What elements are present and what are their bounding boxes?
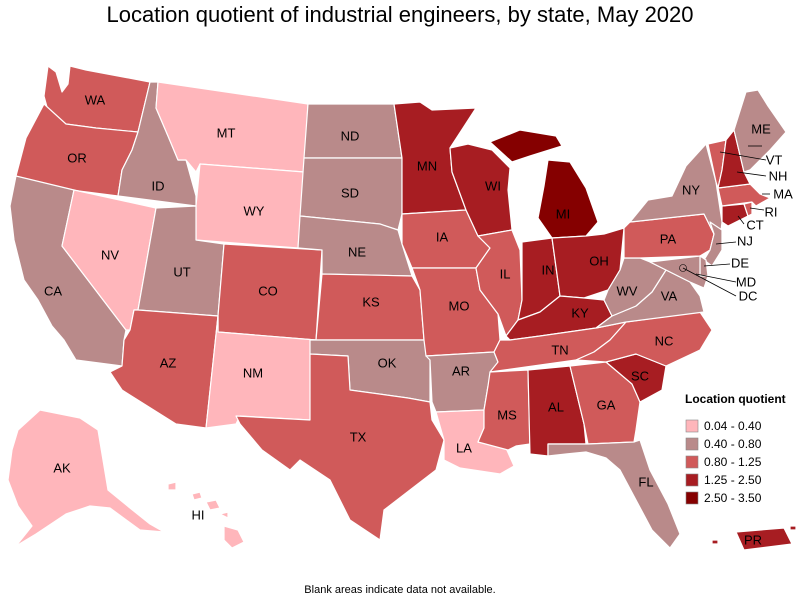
label-VT: VT xyxy=(766,152,783,167)
label-ND: ND xyxy=(341,128,360,143)
legend: Location quotient 0.04 - 0.40 0.40 - 0.80… xyxy=(685,392,786,505)
label-WI: WI xyxy=(485,178,501,193)
legend-swatch xyxy=(685,473,699,487)
label-DE: DE xyxy=(731,255,749,270)
label-MD: MD xyxy=(736,274,756,289)
label-WY: WY xyxy=(244,203,265,218)
label-HI: HI xyxy=(192,507,205,522)
label-NH: NH xyxy=(769,168,788,183)
label-NC: NC xyxy=(655,333,674,348)
label-SC: SC xyxy=(631,368,649,383)
label-MI: MI xyxy=(556,206,570,221)
label-GA: GA xyxy=(597,397,616,412)
label-WA: WA xyxy=(85,92,106,107)
label-PR: PR xyxy=(744,532,762,547)
label-IA: IA xyxy=(436,229,449,244)
legend-label: 0.04 - 0.40 xyxy=(704,419,762,433)
label-KS: KS xyxy=(362,294,380,309)
state-AK[interactable] xyxy=(7,409,165,547)
label-IN: IN xyxy=(542,262,555,277)
legend-label: 0.80 - 1.25 xyxy=(704,455,762,469)
label-KY: KY xyxy=(571,305,589,320)
state-TX[interactable] xyxy=(235,353,445,541)
legend-title: Location quotient xyxy=(685,392,786,406)
label-LA: LA xyxy=(456,440,472,455)
legend-label: 1.25 - 2.50 xyxy=(704,473,762,487)
label-CO: CO xyxy=(258,283,278,298)
label-DC: DC xyxy=(739,288,758,303)
label-VA: VA xyxy=(661,288,678,303)
state-MD[interactable] xyxy=(649,255,709,289)
label-MS: MS xyxy=(497,407,517,422)
label-NY: NY xyxy=(682,182,700,197)
label-ME: ME xyxy=(751,121,771,136)
legend-label: 0.40 - 0.80 xyxy=(704,437,762,451)
label-IL: IL xyxy=(500,266,511,281)
label-OH: OH xyxy=(589,253,609,268)
label-OR: OR xyxy=(67,150,87,165)
label-MN: MN xyxy=(417,158,437,173)
label-MO: MO xyxy=(449,298,470,313)
footnote: Blank areas indicate data not available. xyxy=(304,584,496,596)
label-TX: TX xyxy=(350,429,367,444)
state-NC[interactable] xyxy=(575,311,713,367)
state-labels: WA OR CA NV ID MT WY UT AZ CO NM ND SD N… xyxy=(44,92,793,547)
label-NJ: NJ xyxy=(737,233,753,248)
legend-swatch xyxy=(685,419,699,433)
label-AL: AL xyxy=(548,399,564,414)
legend-swatch xyxy=(685,455,699,469)
label-MT: MT xyxy=(217,125,236,140)
state-HI[interactable] xyxy=(167,481,245,549)
leader-lines xyxy=(682,145,770,297)
map-title: Location quotient of industrial engineer… xyxy=(106,2,694,27)
label-UT: UT xyxy=(173,264,190,279)
label-RI: RI xyxy=(765,204,778,219)
label-CT: CT xyxy=(746,217,763,232)
state-WI[interactable] xyxy=(449,143,513,237)
label-CA: CA xyxy=(44,283,62,298)
state-CT[interactable] xyxy=(721,203,749,227)
label-AR: AR xyxy=(452,363,470,378)
label-NM: NM xyxy=(243,365,263,380)
label-NV: NV xyxy=(101,247,119,262)
label-OK: OK xyxy=(378,355,397,370)
label-AZ: AZ xyxy=(160,355,177,370)
label-AK: AK xyxy=(53,460,71,475)
state-WY[interactable] xyxy=(195,163,305,249)
state-FL[interactable] xyxy=(547,439,681,549)
label-FL: FL xyxy=(638,474,653,489)
state-PR[interactable] xyxy=(711,525,797,551)
state-ME[interactable] xyxy=(733,89,787,173)
label-WV: WV xyxy=(617,283,638,298)
label-ID: ID xyxy=(152,178,165,193)
label-TN: TN xyxy=(551,342,568,357)
label-SD: SD xyxy=(341,185,359,200)
legend-swatch xyxy=(685,491,699,505)
legend-swatch xyxy=(685,437,699,451)
label-NE: NE xyxy=(348,244,366,259)
legend-label: 2.50 - 3.50 xyxy=(704,491,762,505)
label-MA: MA xyxy=(773,186,793,201)
state-MA[interactable] xyxy=(717,183,771,207)
state-NJ[interactable] xyxy=(703,221,723,267)
label-PA: PA xyxy=(660,231,677,246)
